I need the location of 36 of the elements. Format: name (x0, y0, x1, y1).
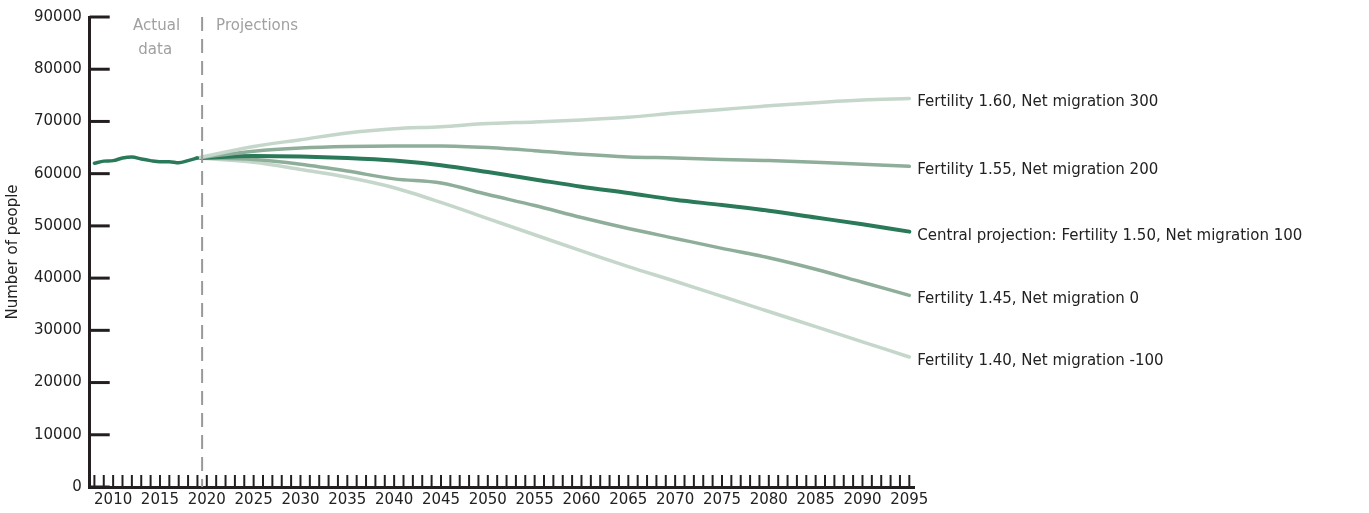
x-tick-label: 2040 (375, 489, 414, 508)
y-tick-label: 50000 (34, 215, 82, 234)
x-tick-label: 2080 (749, 489, 788, 508)
series-label: Fertility 1.45, Net migration 0 (917, 289, 1140, 308)
series-label: Fertility 1.40, Net migration -100 (917, 350, 1164, 369)
series-label: Fertility 1.55, Net migration 200 (917, 160, 1159, 179)
y-tick-label: 10000 (34, 424, 82, 443)
x-tick-label: 2065 (609, 489, 648, 508)
series-label: Central projection: Fertility 1.50, Net migration 100 (917, 225, 1303, 244)
x-tick-label: 2010 (94, 489, 133, 508)
y-tick-label: 0 (72, 476, 82, 495)
x-tick-label: 2060 (562, 489, 601, 508)
y-tick-label: 70000 (34, 111, 82, 130)
series-label: Fertility 1.60, Net migration 300 (917, 92, 1159, 111)
y-axis-title: Number of people (2, 184, 21, 320)
x-tick-label: 2025 (234, 489, 273, 508)
x-tick-label: 2030 (281, 489, 320, 508)
y-tick-label: 60000 (34, 163, 82, 182)
annotation: Projections (216, 16, 299, 35)
x-tick-label: 2095 (890, 489, 929, 508)
x-tick-label: 2070 (656, 489, 695, 508)
x-tick-label: 2020 (187, 489, 226, 508)
y-tick-label: 80000 (34, 59, 82, 78)
y-tick-label: 20000 (34, 372, 82, 391)
y-tick-label: 40000 (34, 268, 82, 286)
x-tick-label: 2045 (421, 489, 461, 508)
x-tick-label: 2055 (515, 489, 554, 508)
x-tick-label: 2090 (843, 489, 882, 508)
y-tick-label: 90000 (34, 6, 82, 25)
x-tick-label: 2035 (328, 489, 367, 508)
annotation: Actual data (133, 16, 181, 59)
x-tick-label: 2085 (796, 489, 835, 508)
x-tick-label: 2050 (468, 489, 507, 508)
y-tick-label: 30000 (34, 320, 82, 339)
x-tick-label: 2015 (140, 489, 180, 508)
x-tick-label: 2075 (702, 489, 742, 508)
